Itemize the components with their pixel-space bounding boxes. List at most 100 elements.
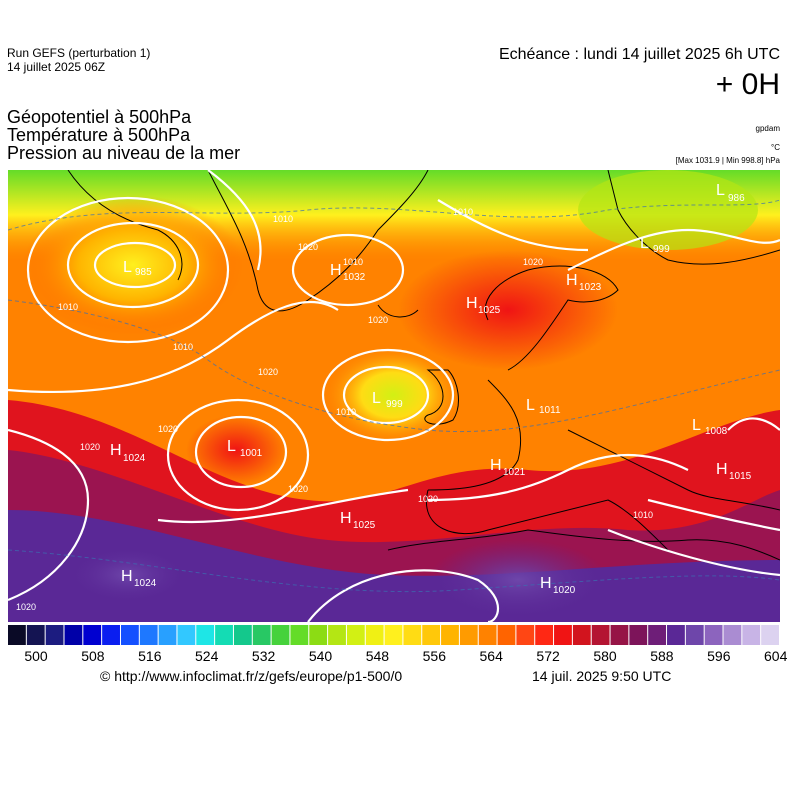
isobar-label: 1010 (453, 207, 473, 217)
color-scale-tick: 508 (81, 648, 105, 664)
pressure-center: H 1032 (330, 262, 366, 283)
color-scale-swatch (328, 625, 346, 645)
pressure-center-value: 985 (135, 267, 152, 278)
color-scale-tick: 572 (536, 648, 560, 664)
isobar-label: 1020 (258, 367, 278, 377)
unit-geopotential: gpdam (755, 124, 780, 133)
pressure-center-value: 1025 (353, 520, 376, 531)
color-scale-swatch (290, 625, 309, 645)
run-model: Run GEFS (perturbation 1) (7, 46, 151, 60)
color-scale-swatch (742, 625, 761, 645)
pressure-center-type: H (121, 568, 133, 585)
color-scale-swatch (177, 625, 196, 645)
pressure-center: H 1020 (540, 575, 576, 596)
color-scale-tick: 564 (479, 648, 503, 664)
color-scale-swatch (346, 625, 365, 645)
title-geopotential: Géopotentiel à 500hPa (7, 107, 192, 127)
pressure-center: H 1015 (716, 461, 752, 482)
color-scale-swatch (64, 625, 83, 645)
color-scale-swatch (629, 625, 648, 645)
color-scale-tick: 524 (195, 648, 219, 664)
color-scale-swatch (761, 625, 779, 645)
pressure-center-value: 999 (386, 399, 403, 410)
color-scale-swatch (102, 625, 120, 645)
color-scale-swatch (365, 625, 384, 645)
color-scale-swatch (139, 625, 158, 645)
warm-pool-atlantic (186, 415, 286, 485)
isobar-label: 1010 (173, 342, 193, 352)
pressure-center-value: 1023 (579, 282, 602, 293)
weather-map: L 985 H 1032 H 1025 H 1023 L 986 L 999 L… (8, 170, 780, 622)
pressure-center-value: 1001 (240, 448, 263, 459)
color-scale-tick: 596 (707, 648, 731, 664)
isobar-label: 1010 (343, 257, 363, 267)
color-scale-swatch (591, 625, 610, 645)
map-titles: Géopotentiel à 500hPa Température à 500h… (7, 108, 240, 162)
color-scale-swatch (441, 625, 459, 645)
pressure-center: L 985 (123, 259, 152, 278)
pressure-center-type: L (526, 397, 535, 414)
pressure-center-type: L (123, 259, 132, 276)
purple-patch-africa (428, 540, 608, 620)
pressure-center: H 1025 (340, 510, 376, 531)
color-scale-swatch (648, 625, 667, 645)
color-scale-swatch (120, 625, 139, 645)
pressure-center: L 999 (640, 235, 670, 255)
isobar-label: 1020 (288, 484, 308, 494)
run-date: 14 juillet 2025 06Z (7, 60, 106, 74)
color-scale-swatch (384, 625, 403, 645)
temperature-isotherms (8, 199, 780, 593)
color-scale-swatch (158, 625, 177, 645)
color-scale-tick: 556 (422, 648, 446, 664)
isobar-label: 1020 (418, 494, 438, 504)
pressure-center-type: L (227, 438, 236, 455)
color-scale-swatch (26, 625, 45, 645)
color-scale-tick: 516 (138, 648, 162, 664)
pressure-center-value: 1024 (134, 578, 157, 589)
pressure-center: L 1008 (692, 417, 728, 437)
pressure-center-type: H (340, 510, 352, 527)
cold-pool-northeast (578, 170, 758, 250)
pressure-center-value: 1020 (553, 585, 576, 596)
pressure-center-type: L (692, 417, 701, 434)
color-scale-swatch (8, 625, 26, 645)
pressure-center-type: H (716, 461, 728, 478)
color-scale-swatch (459, 625, 478, 645)
color-scale-swatch (685, 625, 704, 645)
pressure-center: H 1024 (121, 568, 157, 589)
pressure-center-value: 1011 (539, 405, 561, 416)
color-scale-tick: 500 (24, 648, 48, 664)
color-scale-swatch (215, 625, 233, 645)
color-scale-tick: 604 (764, 648, 788, 664)
color-scale-ticks: 500 508 516 524 532 540 548 556 564 572 580 588 596 6… (8, 648, 787, 668)
color-scale-swatch (403, 625, 422, 645)
color-scale-swatch (516, 625, 535, 645)
isobar-label: 1020 (368, 315, 388, 325)
pressure-center-value: 1021 (503, 467, 526, 478)
unit-temperature: °C (771, 143, 780, 152)
color-scale-swatch (478, 625, 497, 645)
isobar-label: 1010 (336, 407, 356, 417)
color-scale-tick: 588 (650, 648, 674, 664)
isobar-label: 1010 (273, 214, 293, 224)
pressure-center-value: 999 (653, 244, 670, 255)
isobar-label: 1020 (80, 442, 100, 452)
source-credit: © http://www.infoclimat.fr/z/gefs/europe… (100, 668, 403, 684)
color-scale-swatch (309, 625, 328, 645)
pressure-center: H 1025 (466, 295, 501, 316)
isobar-label: 1010 (633, 510, 653, 520)
color-scale-tick: 580 (593, 648, 617, 664)
color-scale-swatch (233, 625, 252, 645)
pressure-center: H 1023 (566, 272, 602, 293)
title-pressure: Pression au niveau de la mer (7, 143, 241, 163)
pressure-center-type: H (330, 262, 342, 279)
red-patch-scandinavia (398, 250, 618, 370)
pressure-center: H 1024 (110, 442, 146, 464)
color-scale-swatch (610, 625, 629, 645)
isobar-label: 1020 (298, 242, 318, 252)
pressure-center-type: H (110, 442, 122, 459)
coastlines (67, 170, 780, 561)
color-scale-tick: 532 (251, 648, 276, 664)
color-scale-swatch (45, 625, 64, 645)
run-info: Run GEFS (perturbation 1) 14 juillet 202… (7, 46, 150, 74)
